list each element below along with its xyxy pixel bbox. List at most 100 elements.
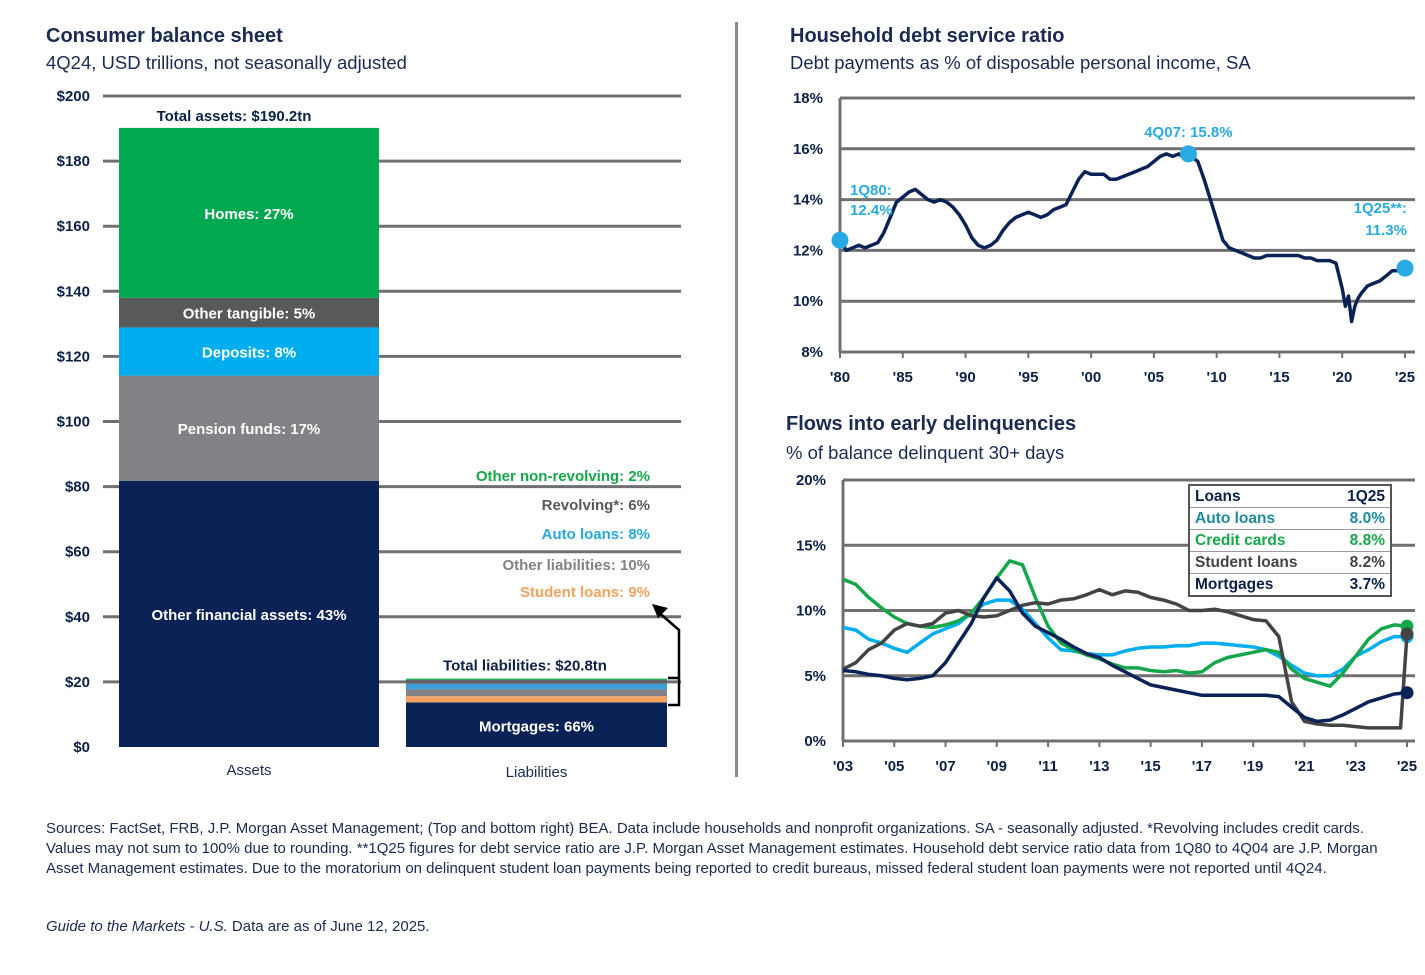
table-header-period: 1Q25: [1347, 488, 1385, 505]
y-tick-label: 14%: [793, 192, 823, 209]
x-tick-label: '25: [1395, 369, 1415, 386]
y-tick-label: $140: [57, 283, 90, 300]
x-tick-label: '20: [1332, 369, 1352, 386]
y-tick-label: 10%: [793, 293, 823, 310]
y-tick-label: 18%: [793, 90, 823, 107]
series-end-point: [1400, 627, 1414, 641]
debt-service-chart: 8% 10% 12% 14% 16% 18% '80 '85 '90 '95 '00 '05 '10 '1…: [793, 90, 1415, 386]
segment-label: Other tangible: 5%: [183, 306, 316, 323]
bar-segment-deposits: [119, 327, 379, 376]
table-row-value: 8.8%: [1349, 532, 1385, 549]
annotation-label: 11.3%: [1365, 222, 1407, 239]
y-tick-label: 12%: [793, 242, 823, 259]
x-tick-label: '17: [1192, 758, 1212, 775]
bar-segment-mortgages: [406, 702, 667, 747]
x-tick-label: '11: [1038, 758, 1057, 775]
left-panel-title: Consumer balance sheet: [46, 25, 283, 47]
x-tick-label: '80: [830, 369, 850, 386]
x-tick-label: '05: [884, 758, 904, 775]
table-row-value: 8.2%: [1349, 554, 1385, 571]
total-assets-label: Total assets: $190.2tn: [157, 108, 312, 125]
y-tick-label: $200: [57, 88, 90, 105]
table-row: Credit cards 8.8%: [1190, 529, 1390, 551]
x-tick-label: '95: [1018, 369, 1038, 386]
x-tick-label: '15: [1269, 369, 1289, 386]
table-row-label: Credit cards: [1195, 532, 1286, 549]
bar-segment-other-tangible: [119, 297, 379, 328]
x-tick-label: '25: [1397, 758, 1417, 775]
annotation-label: 4Q07: 15.8%: [1144, 124, 1232, 141]
bar-segment-pension-funds: [119, 375, 379, 481]
x-tick-label: '15: [1141, 758, 1161, 775]
bar-segment-revolving: [406, 679, 667, 684]
y-tick-label: 10%: [796, 603, 826, 620]
panel-divider: [735, 22, 738, 777]
delinquency-table: Loans 1Q25 Auto loans 8.0% Credit cards …: [1188, 484, 1392, 597]
table-row-value: 3.7%: [1349, 576, 1385, 593]
y-tick-label: $0: [73, 739, 90, 756]
category-label: Assets: [226, 762, 271, 779]
y-tick-label: $80: [65, 479, 90, 496]
x-tick-label: '13: [1089, 758, 1109, 775]
table-row: Student loans 8.2%: [1190, 551, 1390, 573]
x-tick-label: '00: [1081, 369, 1101, 386]
bar-segment-auto-loans: [406, 683, 667, 690]
liability-label: Other non-revolving: 2%: [476, 468, 650, 485]
delinquencies-chart: 0% 5% 10% 15% 20% '03 '05 '07 '09 '11 '13 '15 '17 '19…: [796, 472, 1417, 775]
x-tick-label: '10: [1207, 369, 1227, 386]
table-row-label: Auto loans: [1195, 510, 1276, 527]
annotation-label: 1Q25**:: [1354, 200, 1407, 217]
bar-segment-other-non-revolving: [406, 678, 667, 680]
balance-sheet-chart: $0 $20 $40 $60 $80 $100 $120 $140 $160 $180 $200 Ot…: [57, 88, 681, 781]
liability-label: Auto loans: 8%: [542, 526, 650, 543]
table-row-value: 8.0%: [1349, 510, 1385, 527]
y-tick-label: 20%: [796, 472, 826, 489]
total-liabilities-label: Total liabilities: $20.8tn: [443, 657, 607, 674]
delinquencies-title: Flows into early delinquencies: [786, 413, 1077, 435]
table-row-label: Student loans: [1195, 554, 1298, 571]
left-panel-subtitle: 4Q24, USD trillions, not seasonally adju…: [46, 52, 407, 73]
liability-label: Revolving*: 6%: [542, 497, 650, 514]
annotation-point: [831, 231, 849, 249]
y-tick-label: 0%: [804, 733, 826, 750]
debt-service-subtitle: Debt payments as % of disposable persona…: [790, 52, 1251, 73]
x-tick-label: '09: [987, 758, 1007, 775]
series-end-point: [1400, 686, 1414, 700]
debt-service-title: Household debt service ratio: [790, 25, 1065, 47]
series-line: [842, 576, 1408, 724]
segment-label: Mortgages: 66%: [479, 719, 594, 736]
sources-footnote: Sources: FactSet, FRB, J.P. Morgan Asset…: [46, 820, 1378, 877]
table-header: Loans 1Q25: [1190, 486, 1390, 507]
x-tick-label: '07: [935, 758, 955, 775]
bar-segment-other-financial-assets: [119, 480, 379, 747]
segment-label: Homes: 27%: [204, 206, 293, 223]
annotation-point: [1396, 259, 1414, 277]
y-tick-label: $160: [57, 218, 90, 235]
bar-segment-student-loans: [406, 696, 667, 703]
bracket-arrow: [655, 609, 681, 678]
table-row: Auto loans 8.0%: [1190, 507, 1390, 529]
x-tick-label: '21: [1294, 758, 1314, 775]
y-tick-label: $20: [65, 674, 90, 691]
arrow-head: [652, 604, 668, 618]
liability-label: Other liabilities: 10%: [502, 557, 650, 574]
y-tick-label: 5%: [804, 668, 826, 685]
delinquencies-subtitle: % of balance delinquent 30+ days: [786, 442, 1065, 463]
bracket: [668, 676, 681, 707]
x-tick-label: '90: [955, 369, 975, 386]
x-tick-label: '19: [1243, 758, 1263, 775]
y-tick-label: $120: [57, 348, 90, 365]
series-line: [838, 152, 1406, 324]
category-label: Liabilities: [506, 764, 568, 781]
segment-label: Pension funds: 17%: [178, 421, 321, 438]
x-tick-label: '05: [1144, 369, 1164, 386]
x-tick-label: '85: [893, 369, 913, 386]
segment-label: Deposits: 8%: [202, 345, 296, 362]
annotation-label: 12.4%: [850, 202, 893, 219]
guide-footnote: Guide to the Markets - U.S. Data are as …: [46, 918, 430, 935]
bar-segment-other-liabilities: [406, 689, 667, 697]
y-tick-label: $100: [57, 414, 90, 431]
x-tick-label: '03: [833, 758, 853, 775]
annotation-point: [1179, 145, 1197, 163]
segment-label: Other financial assets: 43%: [151, 607, 346, 624]
